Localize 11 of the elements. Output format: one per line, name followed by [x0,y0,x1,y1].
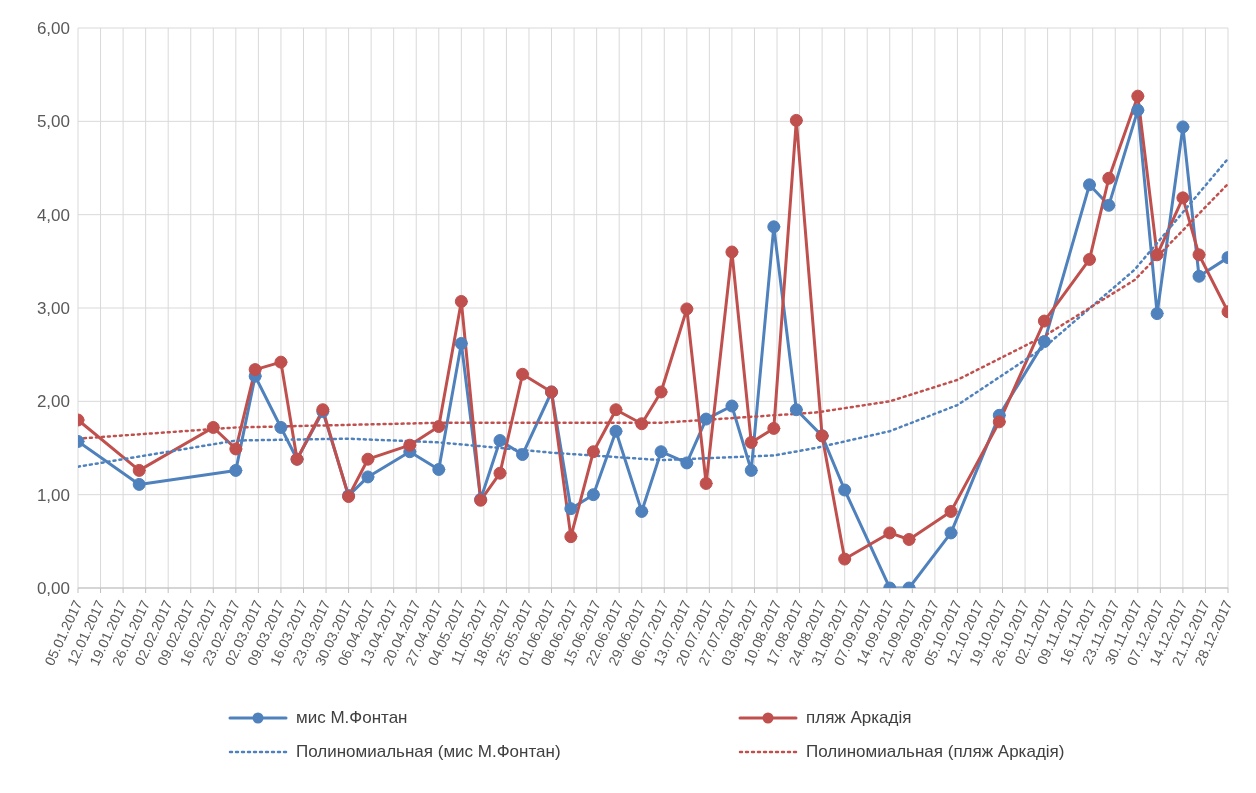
y-tick-label: 2,00 [36,392,70,412]
y-tick-label: 6,00 [36,19,70,39]
y-tick-label: 4,00 [36,205,70,225]
y-tick-label: 0,00 [36,579,70,599]
legend-label: Полиномиальная (мис М.Фонтан) [296,742,561,762]
y-tick-label: 5,00 [36,112,70,132]
y-tick-label: 1,00 [36,485,70,505]
legend-label: пляж Аркадія [806,708,912,728]
legend-label: Полиномиальная (пляж Аркадія) [806,742,1065,762]
y-tick-label: 3,00 [36,299,70,319]
legend-label: мис М.Фонтан [296,708,408,728]
